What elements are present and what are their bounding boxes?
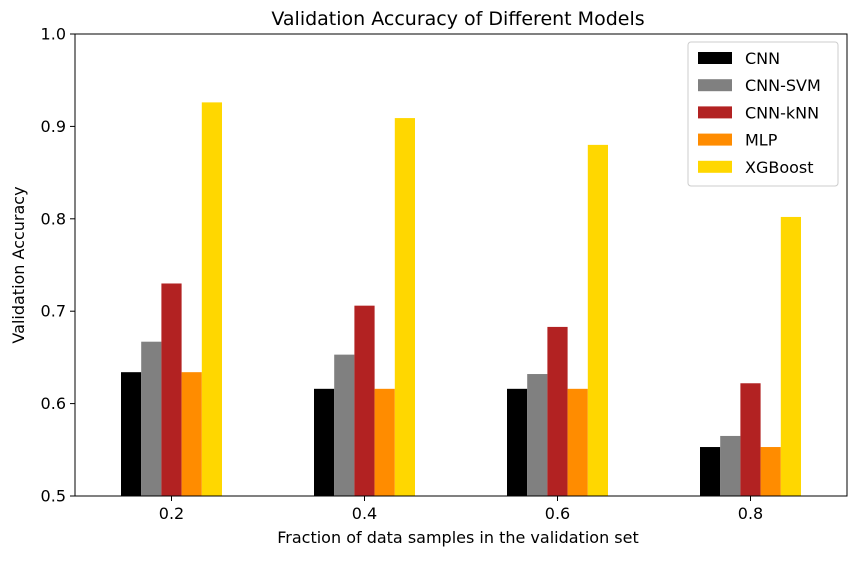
legend-label: MLP [745,131,778,150]
bar [121,372,142,496]
bar [394,118,415,496]
legend-swatch [698,79,732,92]
y-axis-label: Validation Accuracy [9,186,28,343]
x-tick-label: 0.2 [159,504,184,523]
bars-group [121,102,801,496]
x-tick-label: 0.4 [352,504,377,523]
bar [161,283,182,496]
bar [740,383,761,496]
bar [507,388,528,496]
bar [567,388,588,496]
legend-label: CNN-kNN [745,103,819,122]
bar [700,447,721,496]
y-tick-label: 0.7 [41,302,66,321]
bar [141,341,162,496]
bar [780,216,801,496]
legend-swatch [698,160,732,173]
bar [527,374,548,496]
legend-label: CNN-SVM [745,76,821,95]
legend-label: XGBoost [745,158,814,177]
bar [760,447,781,496]
x-tick-label: 0.8 [738,504,763,523]
bar [201,102,222,496]
y-tick-label: 0.8 [41,209,66,228]
legend-swatch [698,133,732,146]
bar [587,144,608,496]
bar [314,388,335,496]
plot-frame [74,33,848,497]
bar [354,305,375,496]
x-tick-label: 0.6 [545,504,570,523]
bar [374,388,395,496]
axes-group: 0.2 0.4 0.6 0.8 0.5 0.6 0.7 0.8 0.9 1.0 [41,25,848,523]
y-tick-label: 0.6 [41,394,66,413]
legend-label: CNN [745,49,780,68]
bar [547,326,568,496]
bar [181,372,202,496]
x-axis-label: Fraction of data samples in the validati… [277,528,639,547]
bar [720,435,741,496]
bar [334,354,355,496]
legend-swatch [698,52,732,64]
legend: CNN CNN-SVM CNN-kNN MLP XGBoost [687,41,839,187]
y-tick-label: 0.9 [41,117,66,136]
y-tick-label: 1.0 [41,25,66,44]
legend-swatch [698,106,732,119]
chart-title: Validation Accuracy of Different Models [271,8,644,30]
y-tick-label: 0.5 [41,487,66,506]
legend-box [687,41,839,187]
